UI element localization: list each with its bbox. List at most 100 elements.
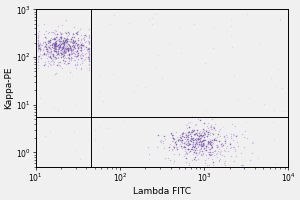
Point <box>57 45 62 48</box>
Point <box>199 133 204 137</box>
Point <box>56 57 61 60</box>
Point <box>219 149 224 153</box>
Point <box>234 134 239 137</box>
Point <box>198 134 203 137</box>
Point <box>202 147 206 150</box>
Point <box>46 64 50 67</box>
Point <box>70 48 75 51</box>
Point <box>70 39 75 42</box>
Point <box>80 52 84 55</box>
Point <box>248 159 253 162</box>
Point <box>58 47 63 50</box>
Point <box>35 32 40 35</box>
Point <box>209 132 214 135</box>
Point <box>204 144 209 147</box>
Point <box>177 143 182 146</box>
Point <box>203 108 208 111</box>
Point <box>85 50 90 53</box>
Point <box>229 133 233 136</box>
Point <box>68 46 73 49</box>
Point <box>67 54 72 57</box>
Point <box>61 46 65 49</box>
Point <box>178 135 183 138</box>
Point <box>146 158 151 161</box>
Point <box>35 44 40 47</box>
Point <box>223 141 228 144</box>
Point <box>86 64 91 67</box>
Point <box>194 149 199 152</box>
Point <box>72 40 76 44</box>
Point <box>53 58 58 61</box>
Point <box>228 19 233 22</box>
Point <box>79 66 83 69</box>
Point <box>211 141 215 145</box>
Point <box>66 49 71 52</box>
Point <box>209 140 214 144</box>
Point <box>166 156 170 160</box>
Point <box>168 132 173 135</box>
Point <box>74 60 79 63</box>
Point <box>192 129 197 132</box>
Point <box>209 144 214 147</box>
Point <box>56 51 61 54</box>
Point <box>202 62 207 65</box>
Point <box>44 36 49 39</box>
Point <box>47 62 52 65</box>
Point <box>195 128 200 131</box>
Point <box>206 141 210 144</box>
Point <box>222 135 227 138</box>
Point <box>60 45 64 49</box>
Point <box>37 96 42 99</box>
Point <box>201 139 206 142</box>
Point <box>174 143 178 146</box>
Point <box>186 126 191 129</box>
Point <box>218 145 223 148</box>
Point <box>223 159 228 162</box>
Point <box>81 53 85 56</box>
Point <box>58 52 63 56</box>
Point <box>58 36 63 39</box>
Point <box>64 43 68 46</box>
Point <box>47 50 52 54</box>
Point <box>38 45 43 48</box>
Point <box>61 41 66 44</box>
Point <box>186 126 191 129</box>
Point <box>64 46 69 49</box>
Point <box>216 140 221 143</box>
Point <box>52 31 56 35</box>
Point <box>58 36 63 40</box>
Point <box>201 138 206 141</box>
Point <box>62 42 67 45</box>
Point <box>66 34 71 37</box>
Point <box>197 134 202 137</box>
Point <box>52 55 57 59</box>
Point <box>196 117 201 120</box>
Point <box>86 48 91 51</box>
Point <box>203 149 208 152</box>
Point <box>35 45 40 48</box>
Point <box>170 161 175 165</box>
Point <box>35 41 40 44</box>
Point <box>50 57 55 60</box>
Point <box>42 44 47 48</box>
Point <box>208 126 213 129</box>
Point <box>53 42 58 46</box>
Point <box>78 44 83 47</box>
Point <box>64 18 69 22</box>
Point <box>72 52 77 56</box>
Point <box>59 53 64 56</box>
Point <box>86 35 91 39</box>
Point <box>40 54 45 57</box>
Point <box>58 60 63 63</box>
Point <box>50 58 55 61</box>
Point <box>75 58 80 61</box>
Point <box>46 60 50 63</box>
Point <box>184 137 189 140</box>
Point <box>134 83 139 86</box>
Point <box>189 147 194 150</box>
Point <box>180 138 185 141</box>
Point <box>61 55 65 58</box>
Point <box>38 47 43 51</box>
Point <box>86 47 91 50</box>
Point <box>68 59 73 62</box>
